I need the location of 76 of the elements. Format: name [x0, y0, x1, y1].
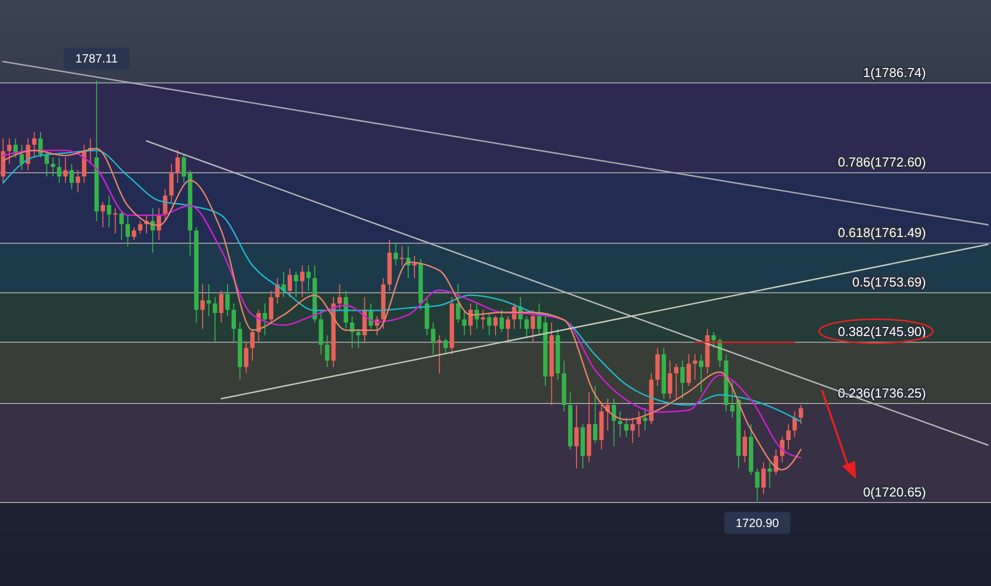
candlestick [356, 328, 361, 348]
candlestick [798, 404, 804, 425]
candlestick [57, 156, 62, 184]
candlestick [394, 242, 398, 266]
candlestick [487, 312, 492, 336]
candlestick [175, 149, 180, 184]
candlestick [612, 398, 616, 447]
candlestick [7, 138, 12, 164]
candlestick [106, 195, 112, 228]
candlestick [500, 309, 504, 333]
candlestick [232, 302, 236, 342]
candlestick [755, 468, 760, 502]
candlestick [618, 410, 622, 438]
candlestick [200, 284, 205, 330]
candlestick [742, 430, 748, 463]
candlestick [468, 302, 473, 336]
candlestick [593, 386, 598, 444]
candlestick [32, 132, 36, 158]
candlestick [306, 264, 311, 292]
candlestick [524, 316, 529, 339]
annotation: 1720.90 [736, 516, 780, 530]
candlestick [294, 271, 298, 298]
candlestick [480, 309, 486, 330]
ref-line-label: 0(1720.65) [863, 484, 926, 500]
candlestick [443, 338, 448, 355]
candlestick [456, 284, 460, 324]
candlestick [138, 220, 142, 234]
candlestick [206, 284, 211, 317]
ref-line-label: 0.382(1745.90) [838, 324, 926, 340]
candlestick [262, 302, 268, 336]
candlestick [430, 322, 436, 355]
candlestick [730, 379, 735, 418]
candlestick [63, 156, 68, 184]
candlestick [268, 290, 274, 324]
candlestick [412, 255, 417, 279]
candlestick [288, 268, 292, 298]
candlestick [680, 360, 685, 400]
candlestick [686, 354, 691, 387]
candlestick [692, 354, 698, 380]
candlestick [20, 144, 24, 171]
candlestick [325, 334, 330, 368]
candlestick [100, 201, 106, 228]
candlestick [530, 309, 536, 342]
candlestick [761, 462, 766, 494]
ref-line-label: 0.5(1753.69) [852, 274, 926, 290]
candlestick [674, 363, 678, 400]
candlestick [698, 354, 704, 393]
candlestick [225, 284, 230, 317]
candlestick [219, 290, 224, 324]
candlestick [169, 163, 174, 202]
candlestick [126, 214, 130, 247]
candlestick [132, 226, 136, 240]
candlestick [636, 410, 642, 438]
candlestick [69, 163, 74, 190]
candlestick [574, 404, 579, 470]
ref-line-label: 1(1786.74) [863, 64, 926, 80]
candlestick [44, 150, 49, 177]
candlestick [76, 170, 80, 193]
candlestick [337, 284, 342, 310]
candlestick [792, 410, 797, 438]
candlestick [506, 316, 510, 342]
candlestick [212, 296, 218, 342]
candlestick [786, 424, 791, 450]
candlestick [300, 264, 304, 298]
candlestick [462, 309, 467, 336]
candlestick [624, 417, 629, 438]
candlestick [244, 341, 248, 374]
candlestick [768, 462, 772, 488]
candlestick [182, 154, 186, 184]
candlestick [250, 328, 255, 362]
ref-line-label: 0.618(1761.49) [838, 225, 926, 240]
ref-line-label: 0.786(1772.60) [838, 154, 926, 170]
candlestick [630, 417, 635, 444]
annotation: 1787.11 [75, 52, 118, 66]
candlestick [711, 332, 716, 348]
candlestick [642, 408, 648, 431]
